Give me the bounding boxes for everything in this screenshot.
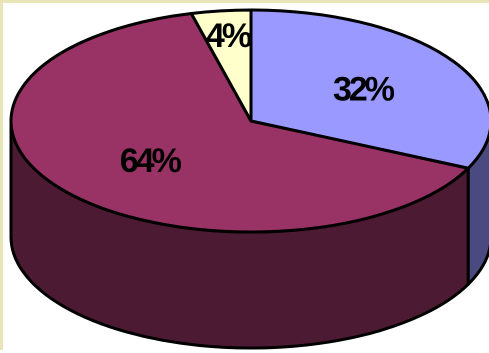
pie-chart: 32% 64% 4% bbox=[9, 8, 489, 350]
pie-sides bbox=[9, 119, 489, 350]
slice-label-32pct: 32% bbox=[333, 70, 395, 108]
pie-labels: 32% 64% 4% bbox=[120, 17, 398, 180]
slice-label-4pct: 4% bbox=[206, 17, 252, 55]
pie-slice-4pct bbox=[189, 8, 253, 123]
slice-label-64pct: 64% bbox=[120, 142, 182, 180]
pie-tops bbox=[9, 8, 489, 234]
pie-slice-32pct bbox=[249, 8, 489, 170]
pie-slice-64pct bbox=[9, 11, 470, 234]
